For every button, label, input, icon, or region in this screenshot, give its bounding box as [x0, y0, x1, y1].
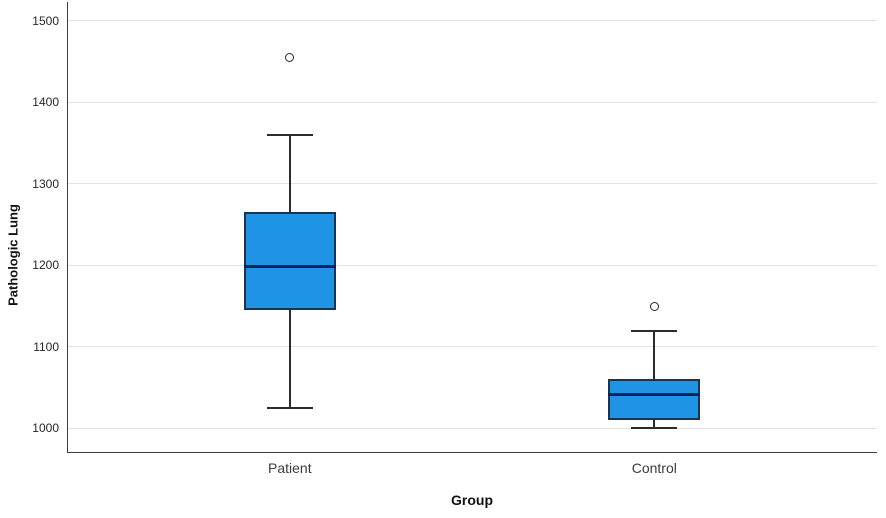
y-tick-label: 1200: [32, 258, 59, 273]
y-tick-label: 1000: [32, 421, 59, 436]
lower-whisker-cap: [631, 427, 678, 430]
outlier-point: [285, 52, 295, 62]
y-tick-label: 1300: [32, 176, 59, 191]
gridline: [67, 427, 877, 429]
iqr-box: [608, 379, 701, 421]
upper-whisker-cap: [631, 329, 678, 332]
iqr-box: [243, 212, 336, 311]
x-category-label: Control: [631, 460, 677, 476]
y-tick-label: 1500: [32, 13, 59, 28]
median-line: [243, 265, 336, 269]
lower-whisker-cap: [266, 407, 313, 409]
upper-whisker: [288, 134, 291, 213]
y-tick-label: 1400: [32, 95, 59, 110]
x-axis-title: Group: [451, 492, 493, 508]
lower-whisker: [288, 310, 291, 408]
x-axis-line: [66, 451, 877, 453]
median-line: [608, 392, 701, 396]
upper-whisker-cap: [266, 133, 313, 136]
gridline: [67, 346, 877, 348]
y-axis-line: [66, 2, 68, 453]
y-axis-title: Pathologic Lung: [5, 204, 21, 306]
gridline: [67, 101, 877, 103]
upper-whisker: [653, 330, 656, 380]
gridline: [67, 183, 877, 185]
outlier-point: [649, 301, 659, 311]
gridline: [67, 264, 877, 266]
x-category-label: Patient: [268, 460, 312, 476]
y-tick-label: 1100: [33, 339, 59, 354]
gridline: [67, 20, 877, 22]
lower-whisker: [653, 420, 656, 429]
